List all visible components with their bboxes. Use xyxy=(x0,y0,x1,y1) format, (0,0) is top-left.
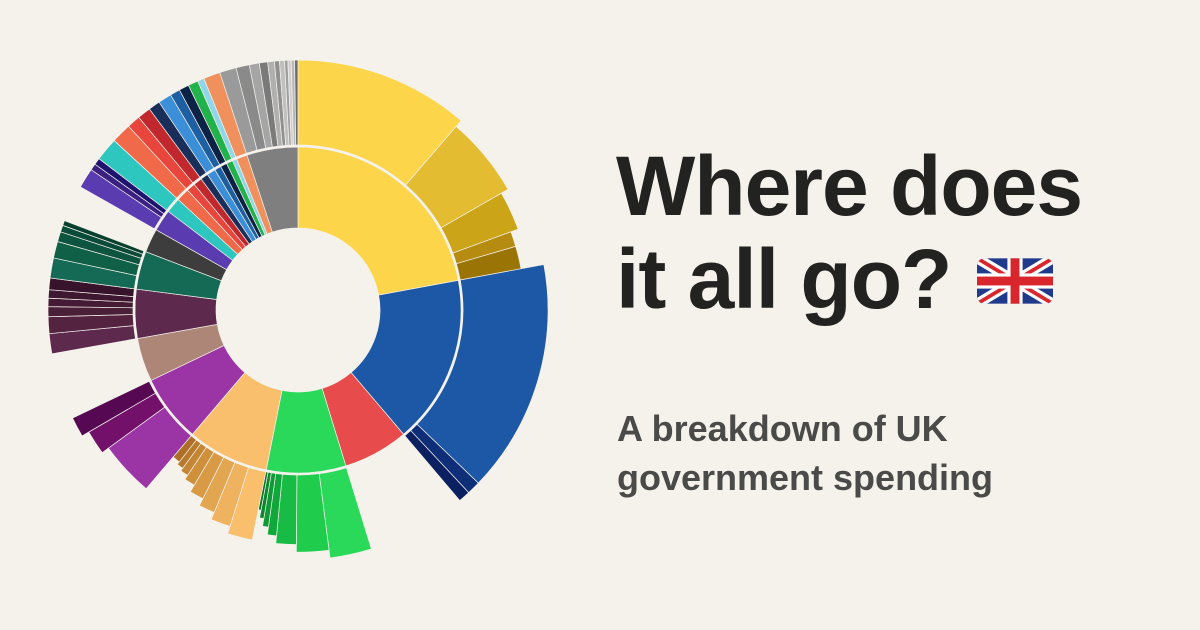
title-line-1: Where does xyxy=(616,139,1083,233)
uk-flag-icon xyxy=(977,229,1054,322)
page-subtitle: A breakdown of UK government spending xyxy=(617,404,993,502)
title-line-2-text: it all go? xyxy=(616,232,952,326)
subtitle-line-2: government spending xyxy=(617,457,994,498)
sunburst-outer-segment xyxy=(404,430,470,502)
subtitle-line-1: A breakdown of UK xyxy=(617,408,948,449)
sunburst-outer-segment xyxy=(62,220,145,255)
sunburst-center-hole xyxy=(216,228,380,392)
sunburst-outer-segment xyxy=(72,380,156,437)
spending-sunburst-chart xyxy=(47,59,549,559)
sunburst-outer-segment xyxy=(297,59,462,186)
sunburst-svg xyxy=(47,59,549,559)
title-line-2: it all go? xyxy=(616,233,1082,332)
sunburst-outer-segment xyxy=(294,59,299,146)
page-title: Where does it all go? xyxy=(616,139,1083,332)
